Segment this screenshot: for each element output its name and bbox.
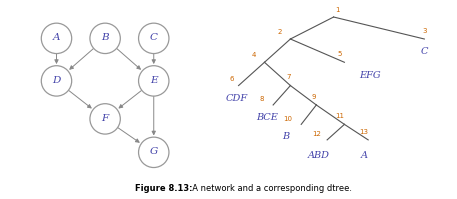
Text: 6: 6 xyxy=(230,76,234,82)
Text: E: E xyxy=(150,76,158,85)
Text: CDF: CDF xyxy=(226,94,248,103)
Circle shape xyxy=(41,23,72,54)
Text: 13: 13 xyxy=(359,129,368,135)
Text: F: F xyxy=(101,114,109,123)
Text: 4: 4 xyxy=(251,52,256,59)
Text: G: G xyxy=(149,147,158,156)
Text: C: C xyxy=(150,33,158,42)
Circle shape xyxy=(90,104,120,134)
Text: 10: 10 xyxy=(283,116,292,122)
Circle shape xyxy=(138,23,169,54)
Text: B: B xyxy=(101,33,109,42)
Text: Figure 8.13:: Figure 8.13: xyxy=(135,184,192,193)
Circle shape xyxy=(41,66,72,96)
Text: ABD: ABD xyxy=(308,151,329,160)
Circle shape xyxy=(138,66,169,96)
Text: 3: 3 xyxy=(422,28,426,34)
Text: B: B xyxy=(282,132,290,140)
Text: A network and a corresponding dtree.: A network and a corresponding dtree. xyxy=(187,184,352,193)
Text: A: A xyxy=(361,151,367,160)
Text: 12: 12 xyxy=(312,131,321,137)
Circle shape xyxy=(138,137,169,168)
Text: 8: 8 xyxy=(260,96,265,102)
Text: 7: 7 xyxy=(286,74,291,80)
Text: 1: 1 xyxy=(336,7,340,13)
Text: EFG: EFG xyxy=(360,71,381,80)
Text: 11: 11 xyxy=(335,113,345,119)
Text: 9: 9 xyxy=(312,94,316,100)
Text: D: D xyxy=(52,76,61,85)
Text: A: A xyxy=(53,33,60,42)
Text: C: C xyxy=(420,47,428,57)
Text: 5: 5 xyxy=(338,51,342,57)
Text: 2: 2 xyxy=(277,29,282,35)
Circle shape xyxy=(90,23,120,54)
Text: BCE: BCE xyxy=(256,113,278,122)
